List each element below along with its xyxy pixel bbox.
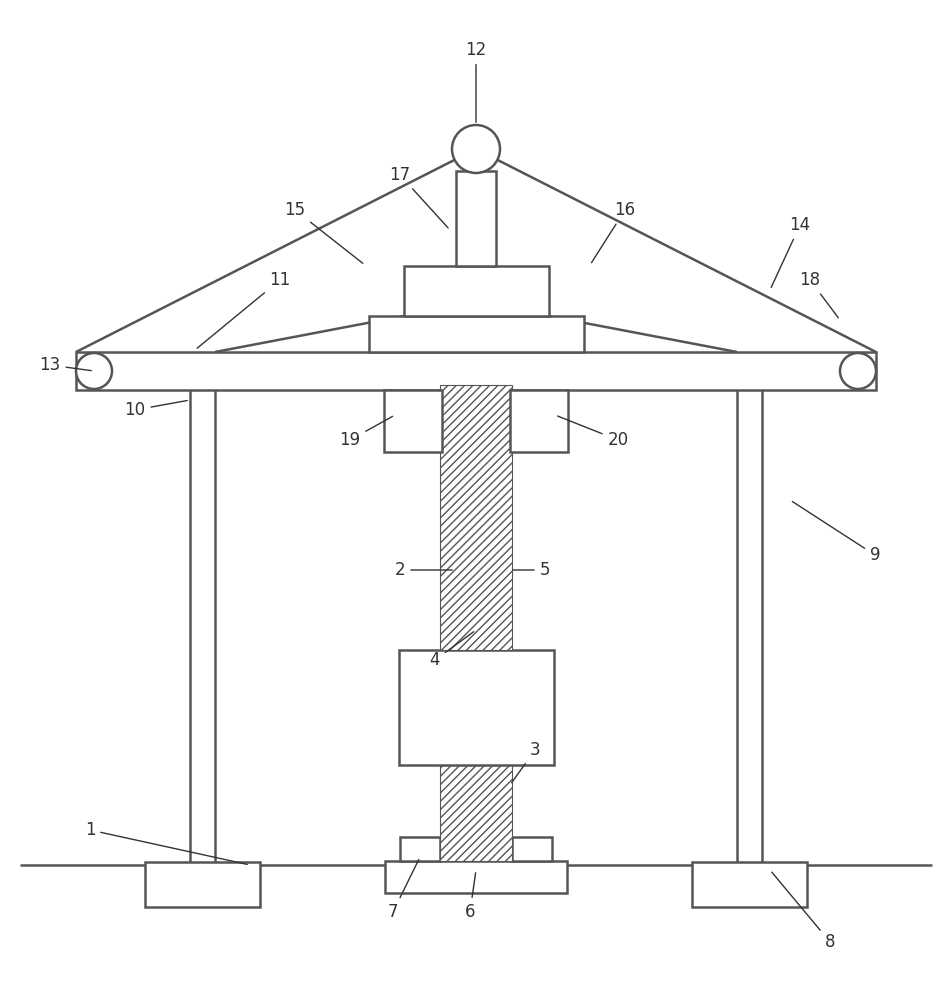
Bar [692,862,807,907]
Text: 10: 10 [125,400,188,419]
Text: 11: 11 [197,271,290,348]
Text: 13: 13 [39,356,91,374]
Text: 5: 5 [513,561,550,579]
Bar [512,837,552,861]
Text: 1: 1 [85,821,248,864]
Bar [456,171,496,266]
Bar [440,385,512,650]
Bar [145,862,260,907]
Bar [369,316,584,352]
Circle shape [840,353,876,389]
Bar [404,266,549,316]
Text: 18: 18 [800,271,839,318]
Text: 2: 2 [395,561,452,579]
Text: 8: 8 [772,872,835,951]
Bar [399,650,554,765]
Text: 9: 9 [792,502,881,564]
Text: 7: 7 [387,859,419,921]
Circle shape [452,125,500,173]
Bar [510,390,568,452]
Text: 15: 15 [285,201,363,263]
Bar [76,352,876,390]
Text: 3: 3 [511,741,541,783]
Text: 19: 19 [340,416,392,449]
Text: 12: 12 [466,41,486,122]
Text: 4: 4 [429,632,474,669]
Text: 6: 6 [465,873,476,921]
Text: 16: 16 [591,201,636,263]
Circle shape [76,353,112,389]
Bar [384,390,442,452]
Text: 17: 17 [389,166,448,228]
Bar [385,861,567,893]
Text: 20: 20 [558,416,628,449]
Bar [400,837,440,861]
Bar [440,765,512,861]
Text: 14: 14 [771,216,810,287]
